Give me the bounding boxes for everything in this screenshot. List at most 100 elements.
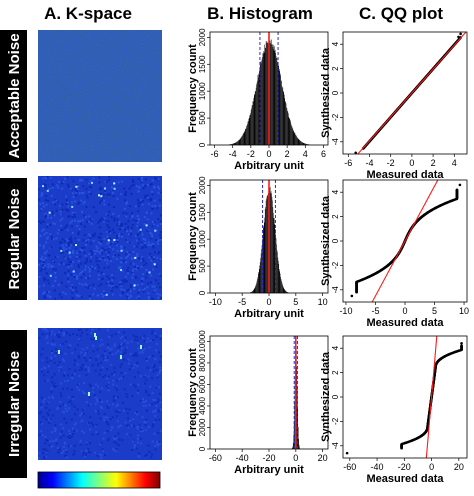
histogram-bar [283,286,284,293]
kspace-bright-spot [134,256,137,259]
row-label-acceptable-text: Acceptable Noise [6,33,23,158]
row-label-irregular: Irregular Noise [0,330,27,478]
histogram-bar [281,282,283,293]
histogram-bar [278,269,280,293]
kspace-bright-spot [145,224,148,227]
kspace-bright-spot [120,249,123,252]
qq-point [457,349,461,352]
histogram-bar [273,44,275,146]
histogram-bar [286,291,288,293]
histogram-bar [305,143,307,145]
y-tick-label: 1500 [198,203,207,221]
histogram-bar [270,43,271,145]
histogram-bar [291,125,292,145]
histogram-bar [281,86,283,145]
histogram-bar [262,53,264,146]
histogram-bar [256,283,257,293]
histogram-bar [287,111,289,145]
histogram-bar [244,132,245,145]
kspace-bright-spot [104,187,106,190]
kspace-bright-spot [98,194,100,197]
histogram-bar [252,290,254,293]
kspace-bright-spot [94,333,96,337]
y-tick-label: 0 [198,142,207,147]
histogram-bar [249,114,251,145]
kspace-bright-spot [105,293,108,296]
kspace-bright-spot [75,185,78,188]
histogram-bar [253,101,254,145]
histogram-bar [260,258,261,293]
histogram-bar [250,112,251,145]
histogram-bar [299,140,300,145]
histogram-bar [256,82,258,145]
x-axis-label: Arbitrary unit [234,160,304,172]
histogram-bar [303,143,305,145]
histogram-bar [288,116,290,145]
y-tick-label: 0 [331,394,340,399]
histogram-bar [278,260,279,293]
histogram-bar [259,262,261,293]
x-tick-label: 4 [452,158,457,168]
y-tick-label: 1000 [198,82,207,100]
x-axis-label: Measured data [366,473,444,485]
histogram-bar [272,44,273,145]
histogram-bar [285,102,286,145]
histogram-bar [259,68,260,145]
histogram-bar [239,139,240,145]
histogram-bar [285,103,287,145]
histogram-bar [251,291,253,293]
histogram-bar [234,143,236,145]
x-tick-label: 2 [285,149,290,159]
histogram-bar [247,123,248,145]
histogram-bar [267,42,269,145]
histogram-bar [279,273,281,293]
histogram-bar [271,39,272,145]
histogram-bar [257,75,259,145]
histogram-bar [275,234,276,293]
qq-point [345,451,349,455]
histogram-bar [254,288,255,293]
x-tick-label: 6 [321,149,326,159]
histogram-bar [274,224,275,293]
histogram-bar [275,238,277,293]
histogram-bar [281,280,282,293]
y-tick-label: 500 [198,259,207,273]
histogram-bar [306,143,307,145]
y-tick-label: 2 [331,370,340,375]
histogram-bar [234,142,236,145]
histogram-bar [239,139,240,145]
column-title-kspace: A. K-space [44,4,132,23]
histogram-bar [263,53,264,145]
y-axis-label: Synthesized data [320,47,332,138]
kspace-bright-spot [71,205,74,208]
qq-points [350,180,462,302]
histogram-bar [265,48,266,145]
histogram-bar [270,193,271,293]
histogram-bar [273,46,275,146]
histogram-bar [288,113,289,145]
histogram-bar [264,217,265,293]
x-axis-label: Measured data [366,169,444,181]
kspace-bright-spot [120,269,122,271]
x-tick-label: -10 [339,306,352,316]
histogram-bar [239,138,241,145]
histogram-bar [264,52,265,145]
histogram-bar [265,200,267,293]
histogram-bar [246,125,248,145]
x-tick-label: 0 [402,306,407,316]
histogram-bar [293,420,295,449]
histogram-bar [235,142,237,145]
y-tick-label: -2 [331,113,340,121]
histogram-bar [293,131,295,145]
histogram-bar [275,55,277,146]
x-tick-label: 0 [293,453,298,463]
histogram-bar [244,131,245,145]
histogram-bar [236,141,238,145]
histogram-bar [255,90,256,145]
kspace-bright-spot [113,182,116,185]
histogram-bar [264,44,265,145]
histogram-bar [260,61,261,145]
histogram-bar [289,118,290,145]
histogram-bar [261,59,263,145]
histogram-bar [251,291,252,293]
